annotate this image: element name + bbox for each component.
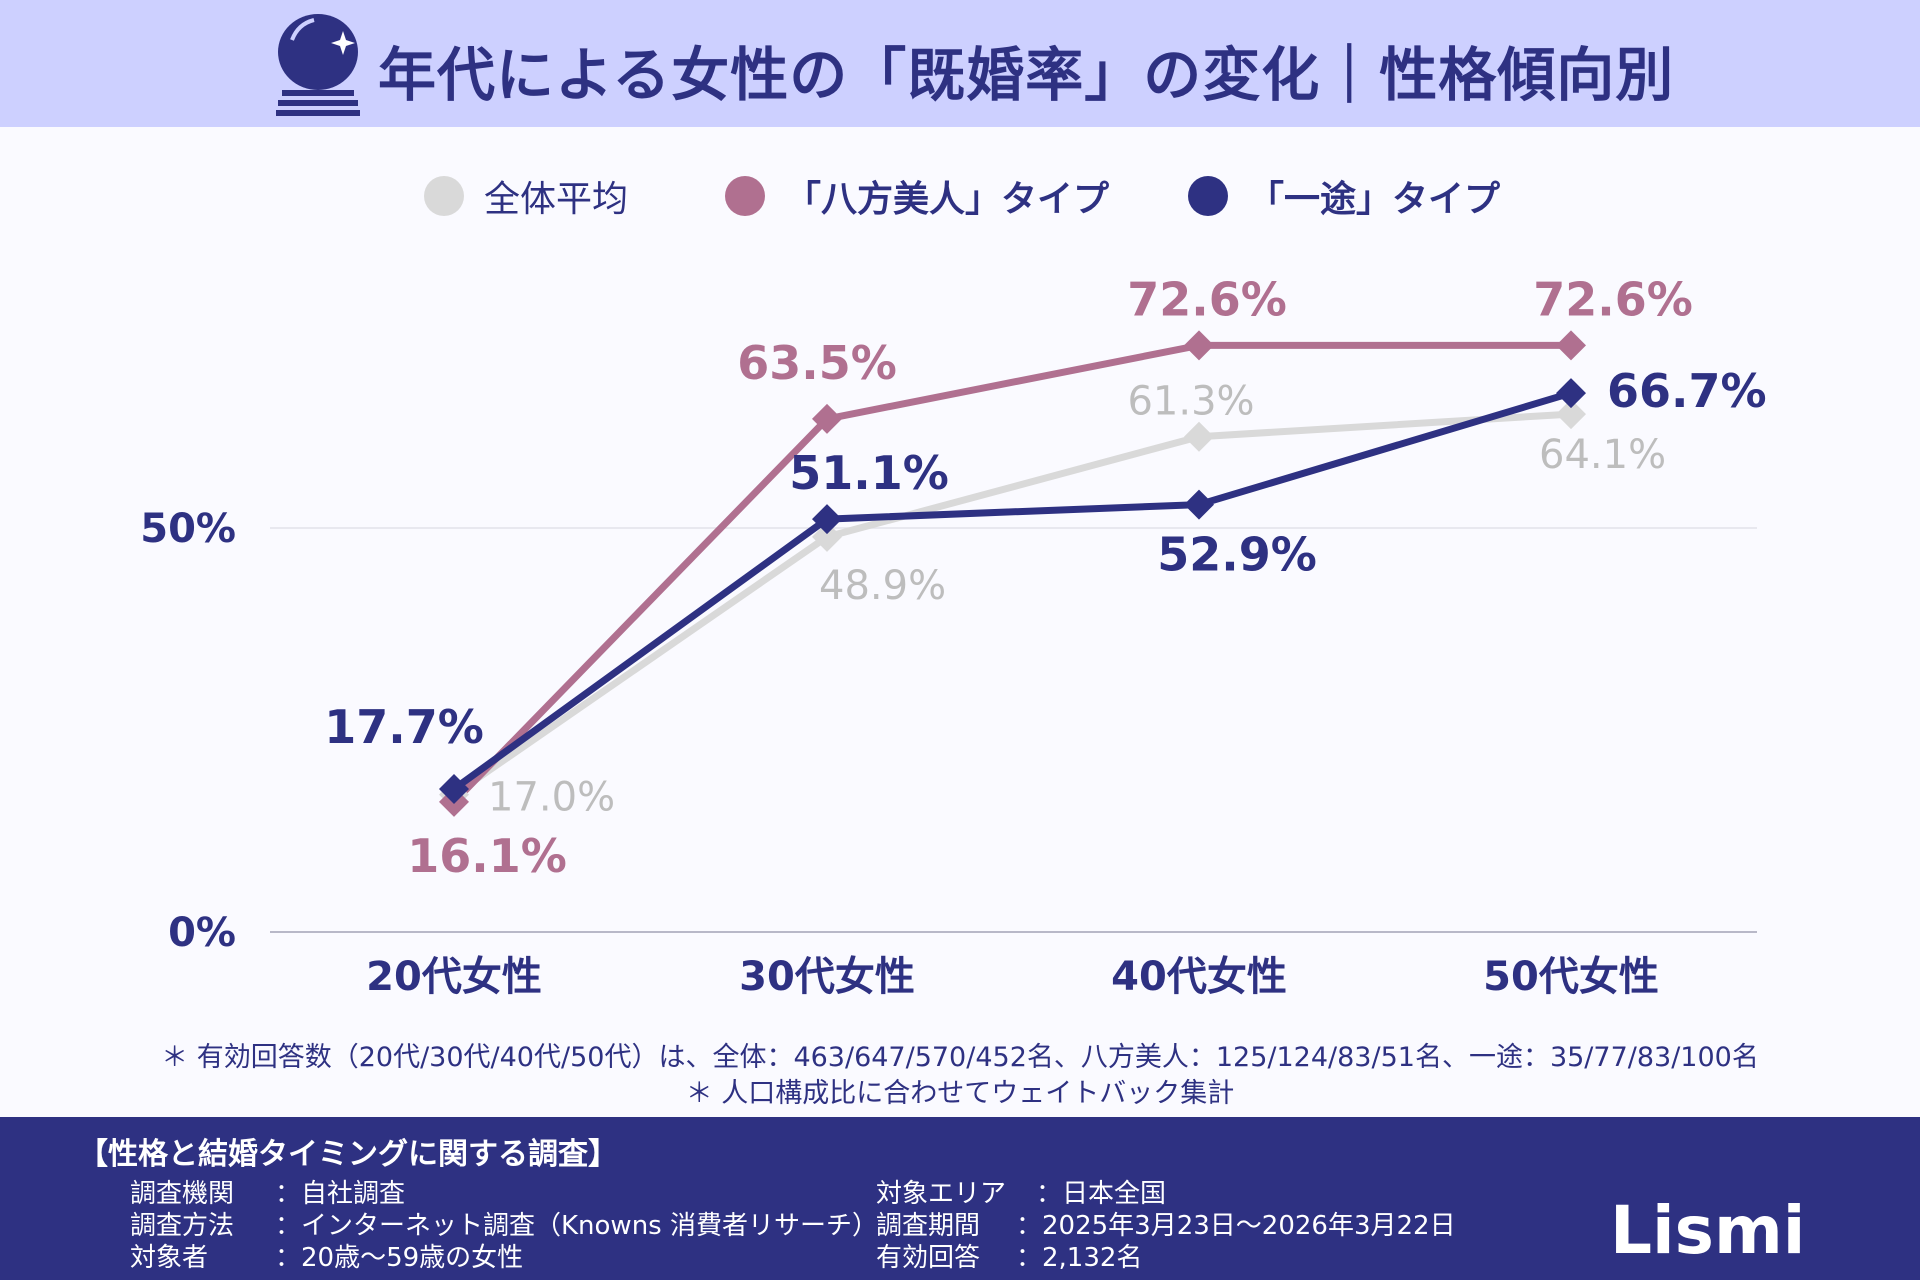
survey-row: 有効回答 ：2,132名: [876, 1237, 1142, 1274]
survey-row: 調査機関 ：自社調査: [130, 1173, 405, 1210]
legend-dot-icon: [1188, 176, 1228, 216]
data-label: 16.1%: [407, 829, 567, 883]
legend-label: 全体平均: [484, 179, 629, 220]
footnote: ＊ 人口構成比に合わせてウェイトバック集計: [685, 1078, 1235, 1109]
data-label: 72.6%: [1533, 272, 1693, 326]
data-point-marker: [1556, 399, 1586, 430]
data-label: 63.5%: [737, 336, 897, 390]
data-point-marker: [1556, 330, 1586, 361]
legend-item-average: 全体平均: [424, 170, 628, 222]
row-value: ：2025年3月23日〜2026年3月22日: [1016, 1211, 1456, 1241]
row-label: 対象エリア: [876, 1179, 1007, 1209]
series-line: [451, 389, 1573, 792]
data-point-marker: [1184, 489, 1214, 520]
data-point-marker: [1184, 421, 1214, 452]
data-point-marker: [812, 504, 842, 535]
footnotes: ＊ 有効回答数（20代/30代/40代/50代）は、全体：463/647/570…: [0, 1040, 1920, 1112]
data-label: 17.0%: [488, 775, 615, 821]
data-point-marker: [439, 773, 469, 804]
header-band: 年代による女性の「既婚率」の変化｜性格傾向別: [0, 0, 1920, 127]
chart-legend: 全体平均 「八方美人」タイプ 「一途」タイプ: [0, 170, 1920, 220]
row-value: ：20歳〜59歳の女性: [275, 1243, 524, 1273]
row-value: ：2,132名: [1016, 1243, 1143, 1273]
row-value: ：インターネット調査（Knowns 消費者リサーチ）: [275, 1211, 878, 1241]
series-line: [452, 410, 1572, 798]
legend-label: 「一途」タイプ: [1248, 179, 1501, 220]
data-label: 64.1%: [1539, 432, 1666, 478]
row-label: 有効回答: [876, 1243, 981, 1273]
data-label: 48.9%: [819, 563, 946, 609]
legend-dot-icon: [424, 176, 464, 216]
crystal-ball-icon: [276, 14, 360, 116]
row-label: 対象者: [130, 1243, 209, 1273]
row-value: ：自社調査: [275, 1179, 406, 1209]
x-tick-label: 40代女性: [1111, 954, 1287, 1000]
legend-dot-icon: [725, 176, 765, 216]
series-line: [451, 341, 1571, 805]
row-label: 調査方法: [130, 1211, 235, 1241]
x-tick-label: 50代女性: [1483, 954, 1659, 1000]
data-label: 66.7%: [1607, 364, 1767, 418]
y-tick-label: 0%: [168, 910, 236, 956]
row-value: ：日本全国: [1036, 1179, 1167, 1209]
survey-footer: 【性格と結婚タイミングに関する調査】 調査機関 ：自社調査 調査方法 ：インターネッ…: [0, 1117, 1920, 1280]
survey-title: 【性格と結婚タイミングに関する調査】: [78, 1137, 618, 1172]
data-point-marker: [812, 521, 842, 552]
footnote: ＊ 有効回答数（20代/30代/40代/50代）は、全体：463/647/570…: [161, 1042, 1759, 1073]
brand-logo: Lismi: [1610, 1192, 1806, 1269]
survey-row: 対象エリア ：日本全国: [876, 1173, 1166, 1210]
data-point-marker: [1184, 330, 1214, 361]
data-label: 51.1%: [789, 446, 949, 500]
data-point-marker: [812, 403, 842, 434]
data-label: 17.7%: [324, 700, 484, 754]
data-label: 72.6%: [1127, 272, 1287, 326]
data-label: 61.3%: [1127, 379, 1254, 425]
x-tick-label: 20代女性: [366, 954, 542, 1000]
survey-row: 調査期間 ：2025年3月23日〜2026年3月22日: [876, 1205, 1456, 1242]
line-chart: 0% 50% 20代女性 30代女性 40代女性 50代女性 17.0% 48.9% 61.3%…: [140, 272, 1767, 1000]
legend-item-ichizu: 「一途」タイプ: [1188, 170, 1500, 222]
survey-row: 調査方法 ：インターネット調査（Knowns 消費者リサーチ）: [130, 1205, 878, 1242]
data-point-marker: [1556, 378, 1586, 409]
row-label: 調査機関: [130, 1179, 235, 1209]
y-tick-label: 50%: [140, 506, 236, 552]
legend-item-happo: 「八方美人」タイプ: [725, 170, 1109, 222]
x-tick-label: 30代女性: [739, 954, 915, 1000]
data-label: 52.9%: [1157, 528, 1317, 582]
survey-row: 対象者 ：20歳〜59歳の女性: [130, 1237, 523, 1274]
legend-label: 「八方美人」タイプ: [785, 179, 1110, 220]
page-title: 年代による女性の「既婚率」の変化｜性格傾向別: [378, 41, 1675, 109]
row-label: 調査期間: [876, 1211, 981, 1241]
